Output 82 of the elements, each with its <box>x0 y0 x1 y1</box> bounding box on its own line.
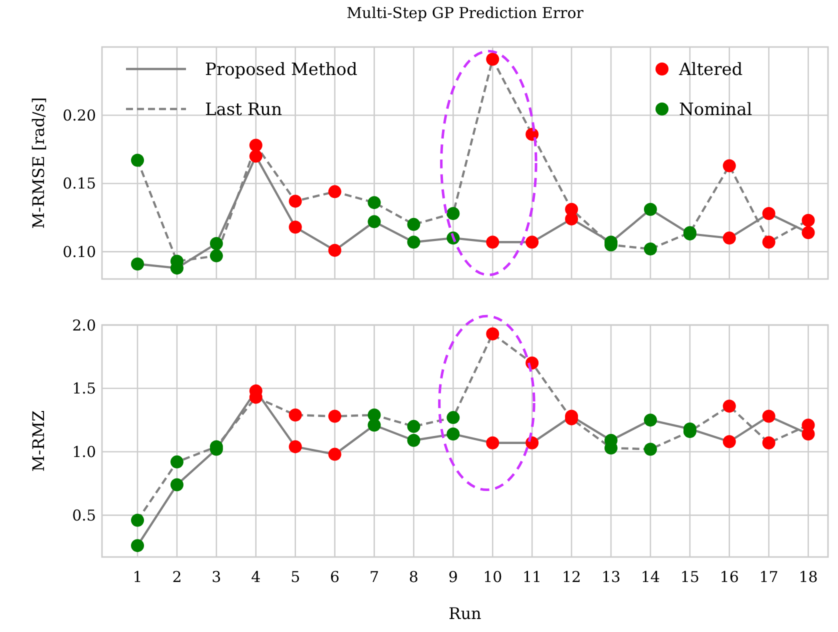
point <box>762 410 776 423</box>
y-tick-label: 0.20 <box>62 106 96 124</box>
legend-label: Last Run <box>205 100 282 120</box>
legend-label: Nominal <box>679 100 752 120</box>
point <box>210 237 223 250</box>
point <box>328 244 342 257</box>
point <box>368 408 381 422</box>
point <box>131 514 144 527</box>
point <box>328 185 342 198</box>
x-tick-label: 5 <box>290 568 300 586</box>
point <box>722 232 736 245</box>
point <box>486 327 500 340</box>
x-tick-label: 14 <box>640 568 660 586</box>
x-tick-label: 8 <box>408 568 418 586</box>
y-axis-title: M-RMZ <box>29 410 48 472</box>
y-tick-label: 0.15 <box>62 174 96 193</box>
point <box>722 159 736 172</box>
x-tick-label: 12 <box>562 568 582 586</box>
point <box>170 455 184 468</box>
x-tick-label: 9 <box>448 568 458 586</box>
point <box>368 215 381 228</box>
point <box>722 400 736 413</box>
point <box>249 150 262 163</box>
point <box>407 218 420 231</box>
point <box>328 448 342 461</box>
x-tick-label: 15 <box>680 568 700 586</box>
point <box>170 478 184 492</box>
point <box>486 52 500 66</box>
legend-label: Proposed Method <box>205 60 358 80</box>
x-tick-label: 3 <box>212 568 222 586</box>
point <box>288 440 302 454</box>
x-tick-label: 18 <box>798 568 818 586</box>
x-tick-label: 17 <box>759 568 778 586</box>
x-tick-label: 16 <box>720 568 739 586</box>
point <box>131 539 144 552</box>
point <box>288 220 302 234</box>
y-tick-label: 1.5 <box>72 380 96 398</box>
point <box>328 410 342 423</box>
point <box>565 202 578 216</box>
y-tick-label: 0.5 <box>72 506 96 524</box>
point <box>722 435 736 448</box>
point <box>486 436 500 450</box>
point <box>446 206 460 220</box>
point <box>762 436 776 450</box>
x-tick-label: 4 <box>251 568 261 586</box>
point <box>249 138 262 152</box>
point <box>288 194 302 208</box>
chart-title: Multi-Step GP Prediction Error <box>346 4 584 22</box>
point <box>644 202 657 216</box>
point <box>762 236 776 249</box>
point <box>526 236 539 249</box>
x-tick-label: 11 <box>522 568 542 586</box>
x-axis-title: Run <box>448 604 482 623</box>
y-tick-label: 2.0 <box>72 316 96 334</box>
point <box>486 236 500 249</box>
x-tick-label: 13 <box>601 568 621 586</box>
y-tick-label: 0.10 <box>62 242 96 261</box>
legend-label: Altered <box>678 60 743 80</box>
x-tick-label: 2 <box>172 568 182 586</box>
point <box>288 408 302 422</box>
point <box>446 411 460 424</box>
point <box>802 226 815 240</box>
point <box>526 436 539 450</box>
x-tick-label: 1 <box>132 568 142 586</box>
x-tick-label: 7 <box>369 568 380 586</box>
point <box>210 249 223 262</box>
point <box>802 214 815 227</box>
y-axis-title: M-RMSE [rad/s] <box>29 97 48 229</box>
point <box>446 428 460 441</box>
point <box>644 414 657 427</box>
point <box>644 442 657 456</box>
point <box>368 196 381 210</box>
point <box>131 257 144 270</box>
point <box>762 206 776 220</box>
x-tick-label: 10 <box>483 568 502 586</box>
y-tick-label: 1.0 <box>72 443 96 462</box>
point <box>644 242 657 256</box>
point <box>407 420 420 433</box>
point <box>407 236 420 249</box>
point <box>131 154 144 167</box>
point <box>407 434 420 447</box>
x-tick-label: 6 <box>330 568 340 586</box>
